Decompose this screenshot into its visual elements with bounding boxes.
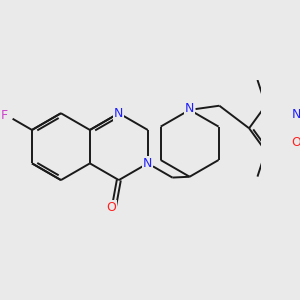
Text: N: N (291, 108, 300, 121)
Text: N: N (185, 102, 194, 115)
Text: N: N (114, 107, 124, 120)
Text: O: O (292, 136, 300, 149)
Text: O: O (106, 201, 116, 214)
Text: F: F (1, 109, 8, 122)
Text: N: N (143, 157, 152, 170)
